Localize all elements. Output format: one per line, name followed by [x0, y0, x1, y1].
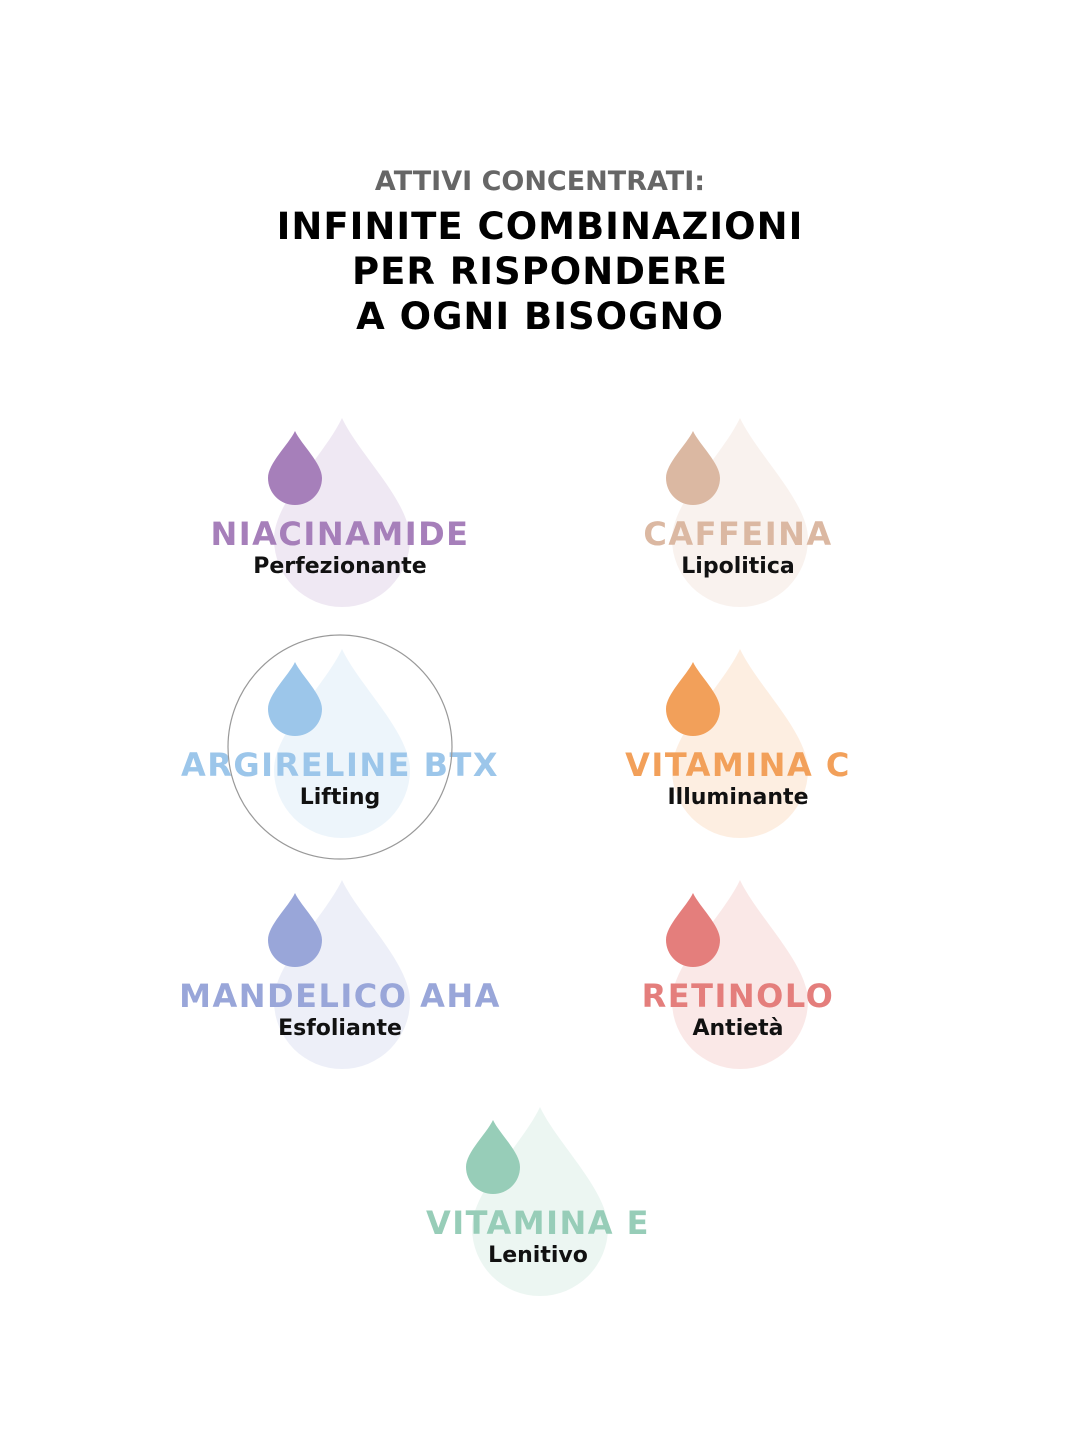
item-benefit: Lenitivo [488, 1243, 588, 1268]
title-line: INFINITE COMBINAZIONI [277, 205, 804, 248]
large-drop [672, 649, 808, 838]
small-drop [666, 431, 720, 505]
item-name: NIACINAMIDE [210, 515, 469, 553]
item-name: CAFFEINA [643, 515, 832, 553]
title-line: PER RISPONDERE [352, 250, 728, 293]
item-name: MANDELICO AHA [179, 977, 501, 1015]
large-drop [274, 418, 410, 607]
item-name: RETINOLO [642, 977, 835, 1015]
item-benefit: Lipolitica [681, 554, 794, 579]
small-drop [268, 662, 322, 736]
selection-ring [227, 634, 453, 860]
large-drop [274, 649, 410, 838]
item-name: VITAMINA C [625, 746, 851, 784]
large-drop [274, 880, 410, 1069]
item-benefit: Perfezionante [253, 554, 426, 579]
title-line: A OGNI BISOGNO [356, 295, 724, 338]
item-benefit: Esfoliante [278, 1016, 402, 1041]
small-drop [466, 1120, 520, 1194]
item-benefit: Lifting [300, 785, 381, 810]
item-benefit: Antietà [692, 1016, 783, 1041]
small-drop [666, 662, 720, 736]
small-drop [268, 893, 322, 967]
large-drop [672, 880, 808, 1069]
small-drop [666, 893, 720, 967]
item-name: ARGIRELINE BTX [181, 746, 499, 784]
large-drop [672, 418, 808, 607]
kicker: ATTIVI CONCENTRATI: [375, 166, 705, 197]
large-drop [472, 1107, 608, 1296]
item-name: VITAMINA E [426, 1204, 650, 1242]
small-drop [268, 431, 322, 505]
item-benefit: Illuminante [667, 785, 808, 810]
